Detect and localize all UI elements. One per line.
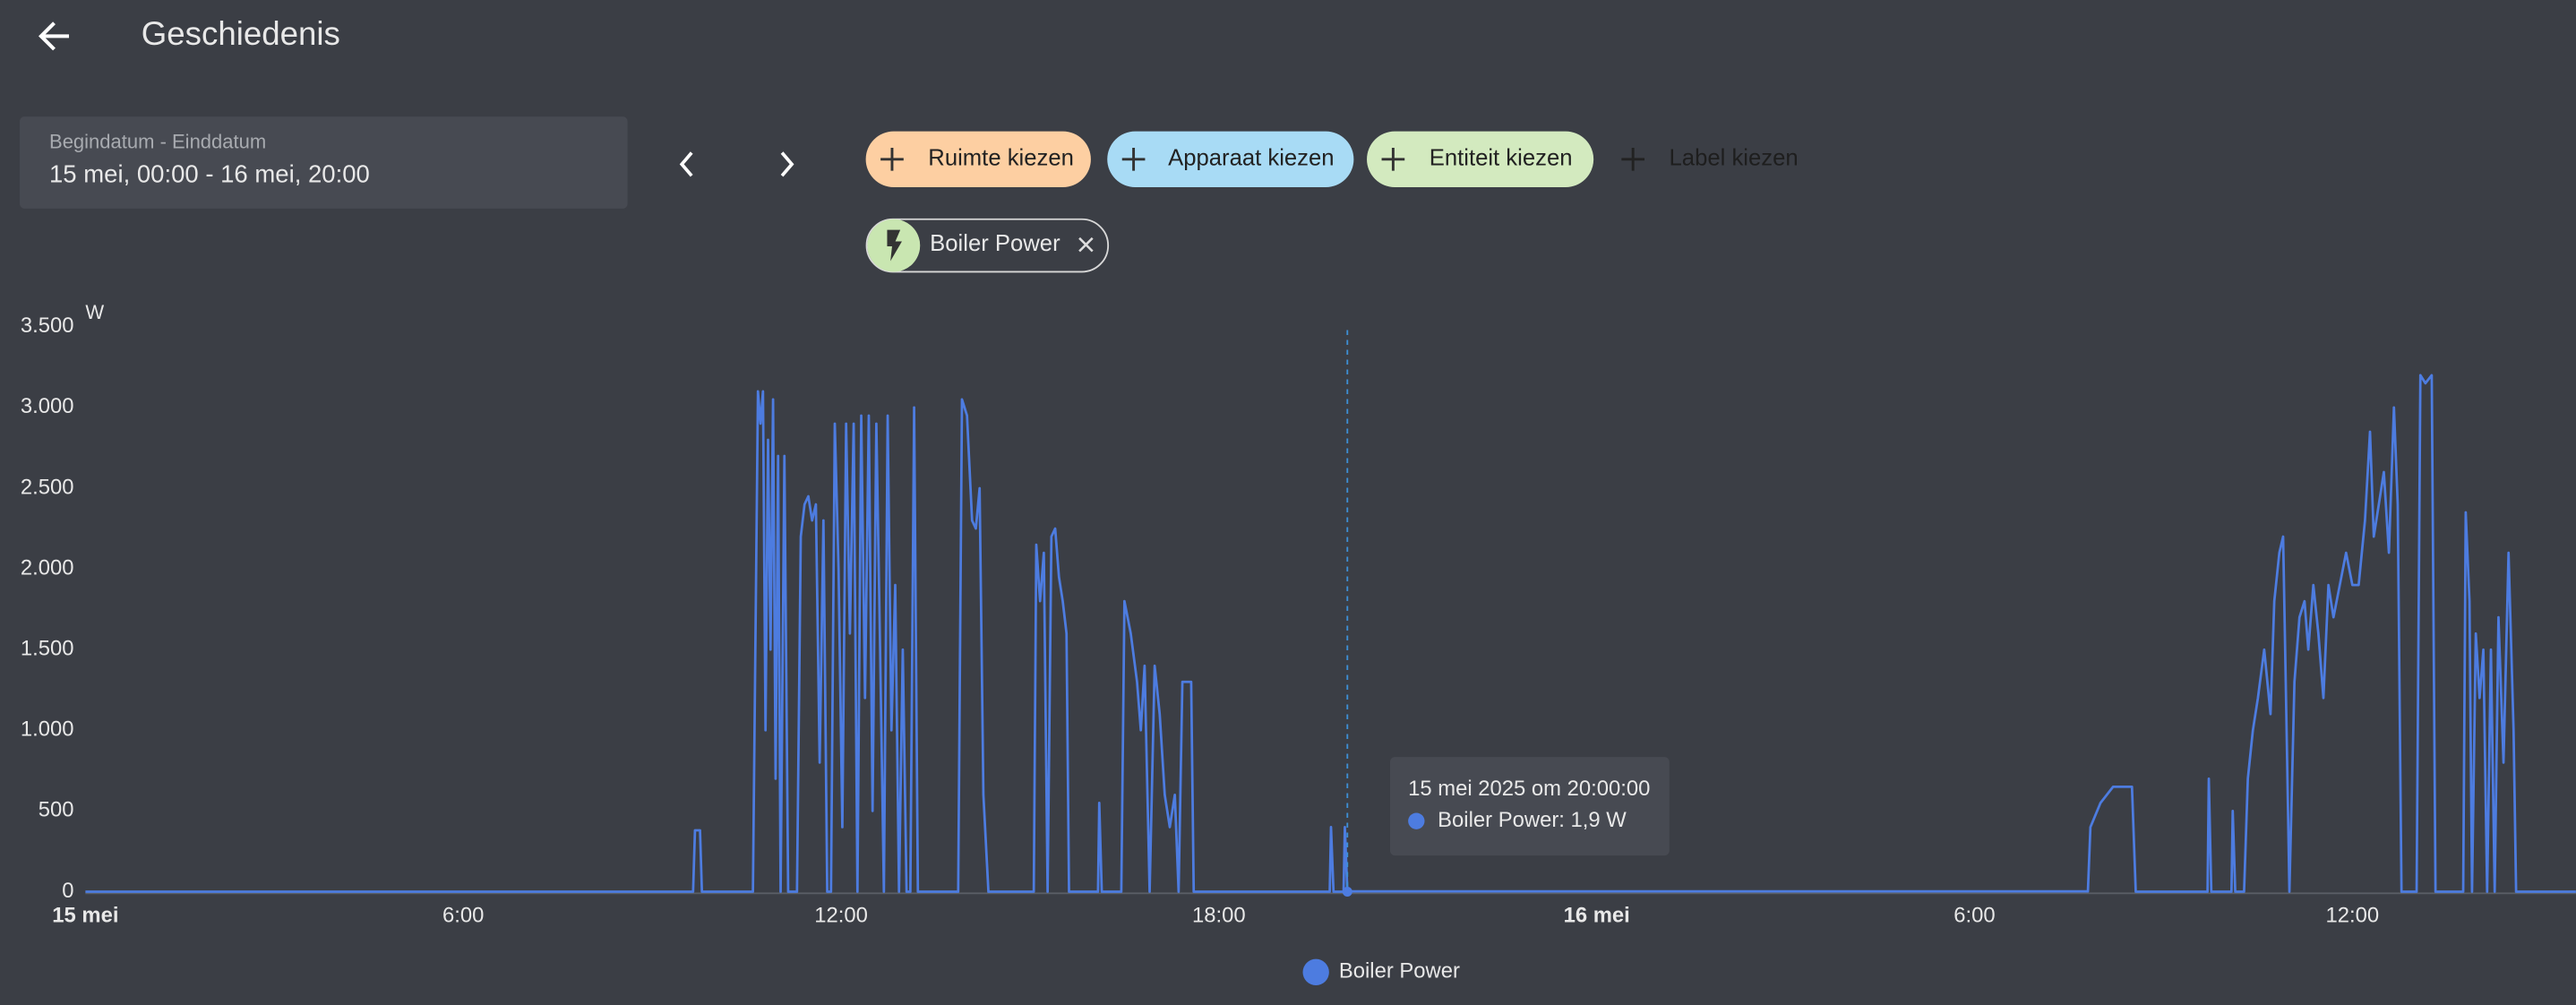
y-tick-label: 3.000 <box>21 394 74 418</box>
cursor-point <box>1342 887 1352 897</box>
y-tick-label: 2.500 <box>21 475 74 499</box>
next-button[interactable] <box>780 151 794 177</box>
legend-label: Boiler Power <box>1339 959 1460 984</box>
date-value: 15 mei, 00:00 - 16 mei, 20:00 <box>49 159 370 187</box>
date-picker[interactable] <box>20 116 628 209</box>
y-tick-label: 1.000 <box>21 717 74 742</box>
page-title: Geschiedenis <box>142 15 340 52</box>
device-chip[interactable] <box>1107 131 1354 187</box>
y-tick-label: 3.500 <box>21 314 74 338</box>
tooltip-title: 15 mei 2025 om 20:00:00 <box>1408 777 1650 801</box>
date-label: Begindatum - Einddatum <box>49 130 266 152</box>
chart: 0 500 1.000 1.500 2.000 2.500 3.000 3.500 W 15 me… <box>21 301 2576 985</box>
tooltip-text: Boiler Power: 1,9 W <box>1438 808 1627 832</box>
chip-label: Ruimte kiezen <box>928 146 1074 171</box>
plus-icon[interactable] <box>1621 148 1645 171</box>
chip-label: Apparaat kiezen <box>1168 146 1334 171</box>
back-button[interactable] <box>39 21 70 51</box>
chip-label[interactable]: Label kiezen <box>1670 146 1799 171</box>
x-tick-label: 6:00 <box>442 903 484 927</box>
chip-label: Boiler Power <box>930 231 1060 256</box>
x-tick-label: 15 mei <box>52 903 118 927</box>
lightning-icon <box>887 229 902 262</box>
y-tick-label: 1.500 <box>21 637 74 661</box>
chip-label: Entiteit kiezen <box>1430 146 1573 171</box>
y-tick-label: 0 <box>62 879 73 903</box>
data-line <box>85 374 2576 893</box>
entity-chip[interactable] <box>1367 131 1594 187</box>
x-tick-label: 16 mei <box>1564 903 1630 927</box>
plus-icon <box>1121 148 1146 171</box>
remove-icon[interactable] <box>1078 236 1094 253</box>
selected-chip[interactable] <box>865 218 1110 273</box>
area-chip[interactable] <box>865 131 1091 187</box>
tooltip <box>1389 757 1670 856</box>
legend-marker <box>1302 958 1329 985</box>
y-tick-label: 2.000 <box>21 555 74 580</box>
x-tick-label: 6:00 <box>1953 903 1995 927</box>
y-tick-label: 500 <box>39 798 74 822</box>
y-axis-unit: W <box>85 301 104 323</box>
tooltip-marker <box>1408 812 1425 829</box>
plus-icon <box>1381 148 1405 171</box>
plus-icon <box>880 148 904 171</box>
prev-button[interactable] <box>679 151 693 177</box>
x-tick-label: 18:00 <box>1192 903 1246 927</box>
x-tick-label: 12:00 <box>2326 903 2380 927</box>
x-tick-label: 12:00 <box>814 903 868 927</box>
